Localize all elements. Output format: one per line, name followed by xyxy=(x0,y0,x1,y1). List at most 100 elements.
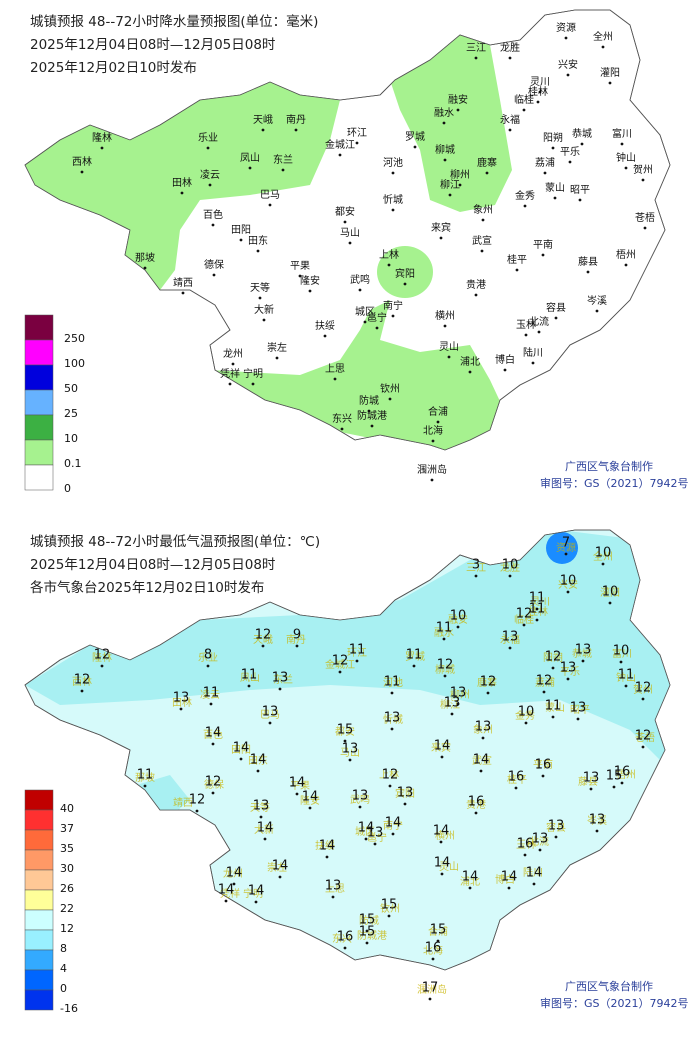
station-dot xyxy=(325,855,329,859)
city-dot xyxy=(508,128,512,132)
city-name: 灌阳 xyxy=(600,67,620,79)
city-name: 都安 xyxy=(335,725,355,738)
city-name: 阳朔 xyxy=(543,131,563,144)
temp-value: 3 xyxy=(472,558,480,573)
city-name: 龙胜 xyxy=(500,561,520,574)
station-dot xyxy=(641,745,645,749)
station-dot xyxy=(524,721,528,725)
city-name: 钟山 xyxy=(616,671,636,684)
station-dot xyxy=(206,664,210,668)
city-name: 巴马 xyxy=(260,189,280,201)
city-dot xyxy=(281,168,285,172)
station-dot xyxy=(211,742,215,746)
temp-value: 13 xyxy=(575,643,592,658)
city-dot xyxy=(80,170,84,174)
station-dot xyxy=(566,590,570,594)
city-name: 钟山 xyxy=(616,151,636,164)
legend-label: 4 xyxy=(60,962,67,975)
city-name: 隆林 xyxy=(92,131,112,144)
city-dot xyxy=(537,330,541,334)
temp-value: 13 xyxy=(325,879,342,894)
city-name: 龙胜 xyxy=(500,41,520,54)
city-name: 柳江 xyxy=(440,178,460,191)
city-name: 忻城 xyxy=(383,193,403,206)
city-dot xyxy=(239,238,243,242)
city-name: 全州 xyxy=(593,550,613,563)
city-name: 环江 xyxy=(347,647,367,659)
city-name: 乐业 xyxy=(198,652,218,664)
city-name: 玉林 xyxy=(516,838,536,851)
station-dot xyxy=(224,899,228,903)
station-dot xyxy=(576,717,580,721)
city-name: 北流 xyxy=(529,835,549,848)
legend-swatch xyxy=(24,389,54,416)
city-dot xyxy=(641,178,645,182)
legend-swatch xyxy=(24,439,54,466)
city-dot xyxy=(256,249,260,253)
station-dot xyxy=(195,809,199,813)
city-dot xyxy=(358,288,362,292)
city-dot xyxy=(586,270,590,274)
city-name: 邕宁 xyxy=(367,831,387,844)
temp-value: 7 xyxy=(562,536,570,551)
temp-value: 13 xyxy=(560,661,577,676)
city-name: 藤县 xyxy=(578,256,598,268)
city-name: 横州 xyxy=(435,309,455,322)
city-dot xyxy=(275,356,279,360)
city-dot xyxy=(554,316,558,320)
city-name: 凭祥 xyxy=(220,367,240,380)
station-dot xyxy=(612,785,616,789)
temp-value: 14 xyxy=(289,776,306,791)
city-name: 梧州 xyxy=(616,248,636,261)
city-dot xyxy=(436,420,440,424)
station-dot xyxy=(468,886,472,890)
legend-swatch xyxy=(24,339,54,366)
city-name: 上林 xyxy=(379,248,399,261)
city-name: 东兴 xyxy=(332,932,352,945)
title-line: 2025年12月04日08时—12月05日08时 xyxy=(30,557,275,573)
city-name: 涠洲岛 xyxy=(417,463,447,476)
city-name: 昭平 xyxy=(570,704,590,716)
city-name: 天等 xyxy=(250,801,270,814)
city-name: 贵港 xyxy=(466,278,486,291)
city-name: 东兰 xyxy=(273,153,293,166)
city-name: 上思 xyxy=(325,883,345,895)
station-dot xyxy=(209,702,213,706)
station-dot xyxy=(486,691,490,695)
city-dot xyxy=(564,36,568,40)
city-name: 贵港 xyxy=(466,798,486,811)
city-dot xyxy=(553,196,557,200)
temp-value: 12 xyxy=(437,658,454,673)
temp-value: 15 xyxy=(381,898,398,913)
legend-swatch xyxy=(24,829,54,851)
city-name: 横州 xyxy=(435,829,455,842)
temp-value: 13 xyxy=(253,799,270,814)
city-dot xyxy=(443,324,447,328)
temp-value: 11 xyxy=(406,648,423,663)
city-name: 田林 xyxy=(172,696,192,709)
legend-label: 12 xyxy=(60,922,74,935)
legend-swatch xyxy=(24,969,54,991)
city-name: 阳朔 xyxy=(543,651,563,664)
city-name: 河池 xyxy=(383,156,403,169)
city-dot xyxy=(448,193,452,197)
temp-value: 17 xyxy=(422,981,439,996)
city-name: 宁明 xyxy=(243,887,263,900)
temp-value: 11 xyxy=(618,668,635,683)
temp-value: 10 xyxy=(450,609,467,624)
city-dot xyxy=(566,73,570,77)
title-line: 城镇预报 48--72小时最低气温预报图(单位：℃) xyxy=(30,534,320,550)
city-name: 那坡 xyxy=(135,771,155,784)
temp-value: 10 xyxy=(502,558,519,573)
legend-label: 25 xyxy=(64,407,78,420)
temp-value: 13 xyxy=(173,691,190,706)
city-name: 马山 xyxy=(340,747,360,759)
city-name: 灵山 xyxy=(439,861,459,873)
temp-value: 12 xyxy=(189,793,206,808)
city-name: 龙州 xyxy=(223,867,243,880)
legend-swatch xyxy=(24,809,54,831)
temp-value: 14 xyxy=(257,821,274,836)
city-name: 崇左 xyxy=(267,341,287,354)
legend-label: 35 xyxy=(60,842,74,855)
